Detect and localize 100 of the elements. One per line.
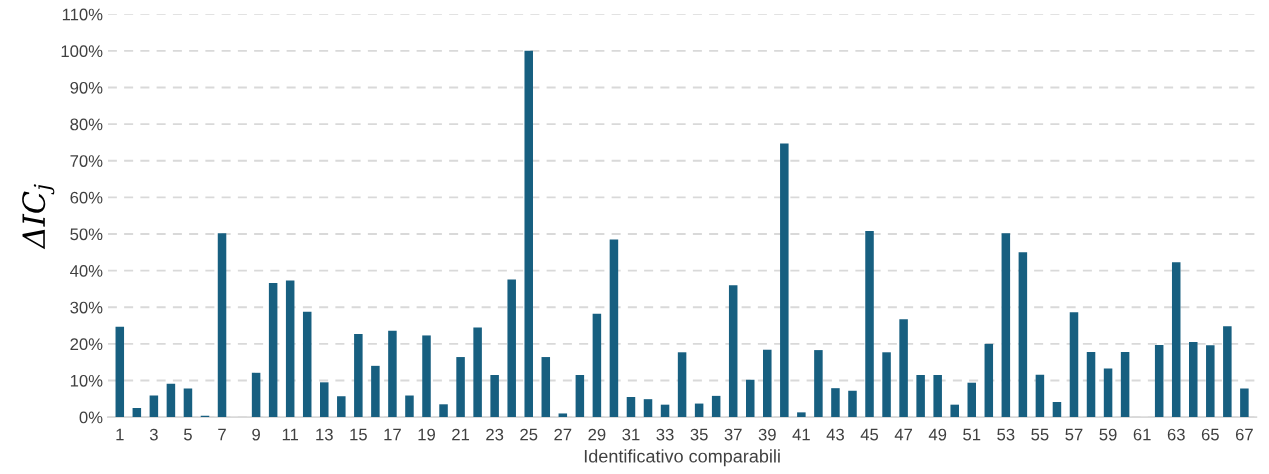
bar [1001,233,1011,418]
bar [337,396,346,418]
bar [115,326,125,418]
bar [1154,344,1164,418]
bar [354,333,363,418]
x-tick-label: 19 [418,428,435,441]
bar [1018,252,1028,418]
bar [950,404,959,418]
y-tick-label: 110% [62,8,103,21]
bar [422,335,431,418]
bar [660,404,670,418]
bar [507,279,516,418]
y-tick-label: 80% [70,118,103,131]
bar [166,383,176,418]
x-tick-label: 53 [997,428,1015,441]
bar [541,357,551,418]
x-tick-label: 49 [928,428,947,441]
bar [626,396,636,418]
bar [1171,262,1181,418]
x-tick-label: 37 [724,428,742,441]
bar [609,239,619,418]
bar [1086,351,1096,418]
bar [149,395,159,418]
bar [575,375,585,418]
x-tick-label: 15 [350,428,367,441]
x-tick-label: 39 [758,428,776,441]
x-tick-label: 59 [1099,428,1117,441]
bar [592,313,602,418]
bar [865,231,874,418]
y-tick-label: 10% [70,374,103,387]
bar [217,233,227,418]
bar [916,375,925,418]
x-tick-label: 45 [860,428,879,441]
x-tick-label: 13 [316,428,333,441]
bar [371,365,380,418]
x-tick-label: 17 [384,428,401,441]
bar [984,343,994,418]
bar [728,285,738,418]
bar [405,395,414,418]
bar [711,395,721,418]
y-tick-label: 60% [70,191,103,204]
x-tick-label: 35 [690,428,708,441]
bar [1240,388,1249,418]
bar [967,382,977,418]
y-tick-label: 20% [70,338,103,351]
bar [473,327,482,418]
x-tick-label: 21 [452,428,470,441]
bar [456,357,465,418]
bar [780,143,789,418]
bar [1189,342,1198,418]
bar [268,283,278,418]
x-tick-label: 5 [183,428,192,441]
x-tick-label: 23 [486,428,504,441]
bar [1035,374,1045,418]
x-tick-label: 63 [1167,428,1185,441]
bar [302,311,312,418]
x-tick-label: 7 [218,428,226,441]
x-tick-label: 65 [1201,428,1219,441]
x-tick-label: 11 [282,428,299,441]
bar [1103,368,1113,418]
bar [797,412,806,418]
bar [388,330,397,418]
bar [1120,351,1130,418]
bar [1052,402,1062,418]
y-tick-label: 100% [61,45,103,58]
bar [694,403,704,418]
bar [643,399,653,418]
bar [899,319,908,418]
bar [1206,345,1215,418]
y-tick-label: 70% [70,155,103,167]
bar [677,352,687,418]
y-tick-label: 90% [70,81,103,94]
bar [814,350,823,418]
bar [439,404,448,418]
bar [848,390,857,418]
x-tick-label: 47 [894,428,913,441]
bar [285,280,295,418]
x-tick-label: 3 [149,428,158,441]
x-tick-label: 67 [1235,428,1253,441]
bar [183,388,193,418]
bar [558,413,568,418]
bar [524,50,533,418]
y-tick-label: 40% [70,265,103,277]
x-tick-label: 9 [252,428,260,441]
y-tick-label: 50% [70,228,103,241]
x-tick-label: 25 [520,428,538,441]
x-tick-label: 29 [588,428,606,441]
x-tick-label: 43 [826,428,844,441]
x-tick-label: 55 [1031,428,1049,441]
bar [831,388,840,418]
x-tick-label: 33 [656,428,674,441]
x-tick-label: 31 [622,428,640,441]
bar [882,352,891,418]
bar [745,379,755,418]
bar [320,382,329,418]
bar [933,375,942,418]
x-tick-label: 57 [1065,428,1083,441]
bar [490,375,499,418]
x-tick-label: 41 [792,428,810,441]
x-tick-label: 1 [116,428,124,441]
